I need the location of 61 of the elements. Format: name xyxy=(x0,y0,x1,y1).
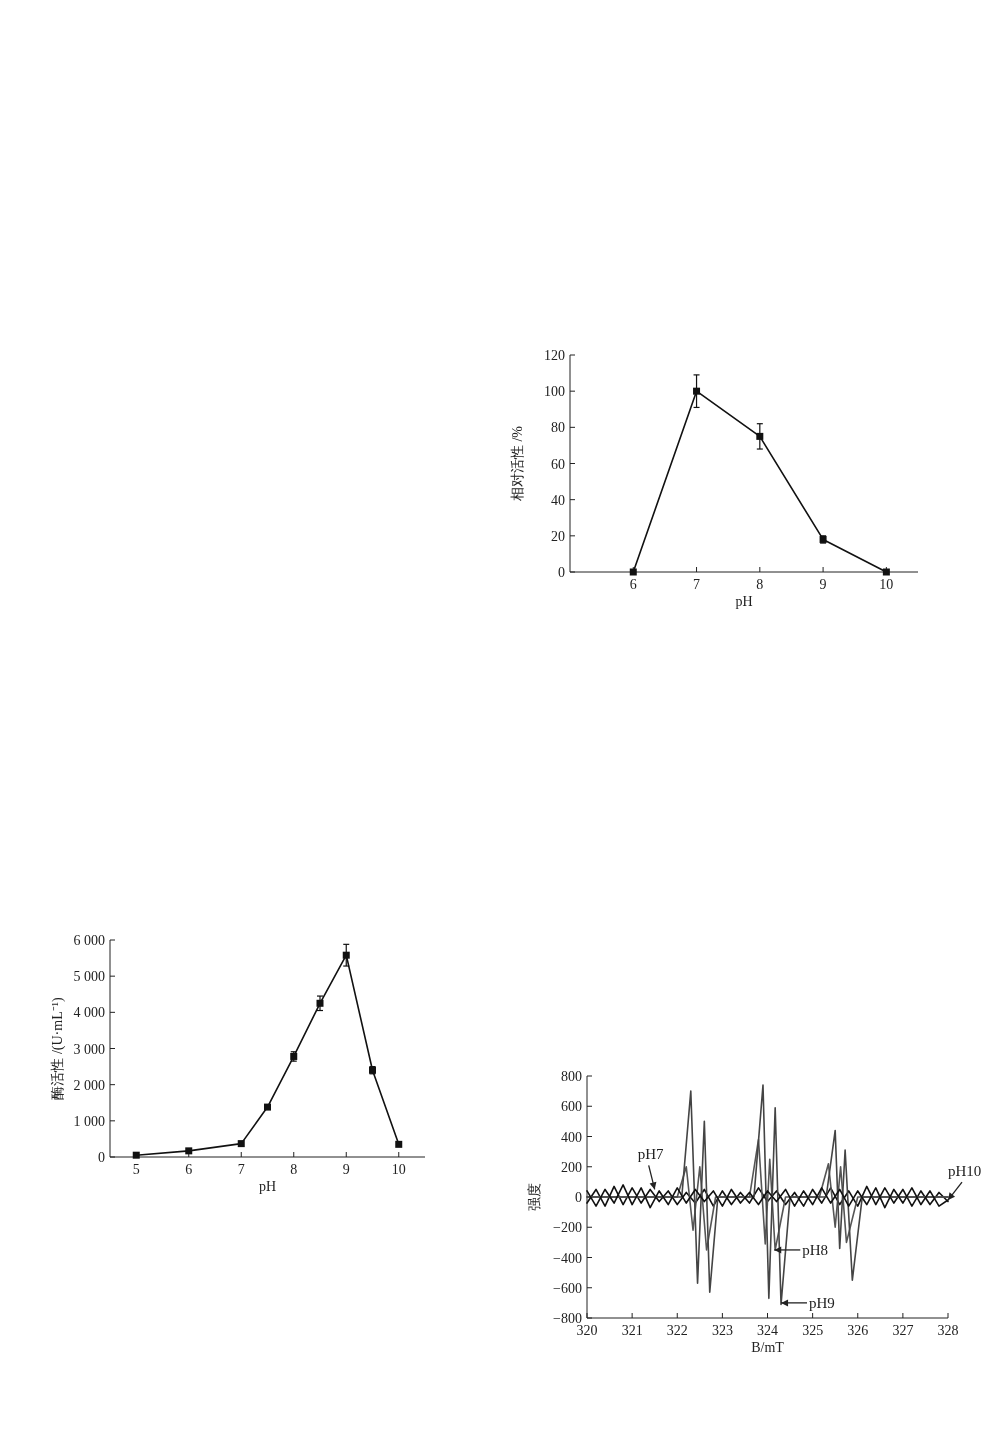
annotation: pH9 xyxy=(809,1294,835,1311)
y-tick-label: 0 xyxy=(575,1190,582,1205)
x-tick-label: 320 xyxy=(576,1323,598,1338)
point xyxy=(185,1147,193,1155)
y-tick-label: 600 xyxy=(561,1099,582,1115)
x-tick-label: 7 xyxy=(237,1162,245,1177)
x-tick-label: 10 xyxy=(391,1162,406,1177)
x-tick-label: 325 xyxy=(802,1323,824,1338)
y-tick-label: 100 xyxy=(544,384,565,400)
x-tick-label: 10 xyxy=(879,577,894,592)
y-axis-title: 强度 xyxy=(527,1183,542,1211)
point xyxy=(237,1140,245,1148)
y-tick-label: 0 xyxy=(558,565,565,580)
y-tick-label: 400 xyxy=(561,1129,582,1145)
x-tick-label: 5 xyxy=(132,1162,140,1177)
point xyxy=(395,1140,403,1148)
point xyxy=(316,999,324,1007)
annotation: pH7 xyxy=(637,1146,665,1163)
x-tick-label: 323 xyxy=(711,1323,733,1338)
y-tick-label: 20 xyxy=(551,528,565,544)
x-tick-label: 9 xyxy=(819,577,827,592)
x-tick-label: 9 xyxy=(342,1162,350,1177)
y-tick-label: 200 xyxy=(561,1159,582,1175)
y-tick-label: 4 000 xyxy=(73,1005,105,1021)
y-tick-label: 1 000 xyxy=(73,1113,105,1129)
point xyxy=(342,951,350,959)
y-tick-label: −600 xyxy=(553,1280,582,1296)
y-tick-label: −800 xyxy=(553,1311,582,1326)
x-axis-title: B/mT xyxy=(751,1340,785,1355)
point xyxy=(756,432,764,440)
y-tick-label: 6 000 xyxy=(73,933,105,948)
x-axis-title: pH xyxy=(258,1179,277,1194)
x-tick-label: 322 xyxy=(666,1323,688,1338)
y-tick-label: −200 xyxy=(553,1220,582,1236)
x-tick-label: 7 xyxy=(693,577,701,592)
y-tick-label: 40 xyxy=(551,492,565,508)
point xyxy=(264,1103,271,1111)
x-axis-title: pH xyxy=(735,594,753,609)
y-tick-label: 60 xyxy=(551,456,565,472)
y-tick-label: 5 000 xyxy=(73,969,105,985)
x-tick-label: 6 xyxy=(185,1162,193,1177)
y-tick-label: −400 xyxy=(553,1250,582,1266)
x-tick-label: 327 xyxy=(892,1323,914,1338)
y-tick-label: 0 xyxy=(98,1150,105,1165)
x-tick-label: 321 xyxy=(621,1323,643,1338)
annotation: pH10 xyxy=(948,1163,982,1180)
y-axis-title: 相对活性 /% xyxy=(510,425,525,502)
y-tick-label: 3 000 xyxy=(73,1041,105,1057)
y-tick-label: 80 xyxy=(551,420,565,436)
x-tick-label: 8 xyxy=(290,1162,298,1177)
y-tick-label: 800 xyxy=(561,1069,582,1084)
point xyxy=(693,387,701,395)
y-tick-label: 120 xyxy=(544,348,565,363)
x-tick-label: 8 xyxy=(756,577,764,592)
annotation: pH8 xyxy=(802,1241,829,1258)
x-tick-label: 326 xyxy=(847,1323,869,1338)
x-tick-label: 6 xyxy=(629,577,637,592)
y-tick-label: 2 000 xyxy=(73,1077,105,1093)
y-axis-title: 酶活性 /(U·mL⁻¹) xyxy=(50,997,66,1100)
x-tick-label: 324 xyxy=(757,1323,778,1338)
x-tick-label: 328 xyxy=(937,1323,959,1338)
